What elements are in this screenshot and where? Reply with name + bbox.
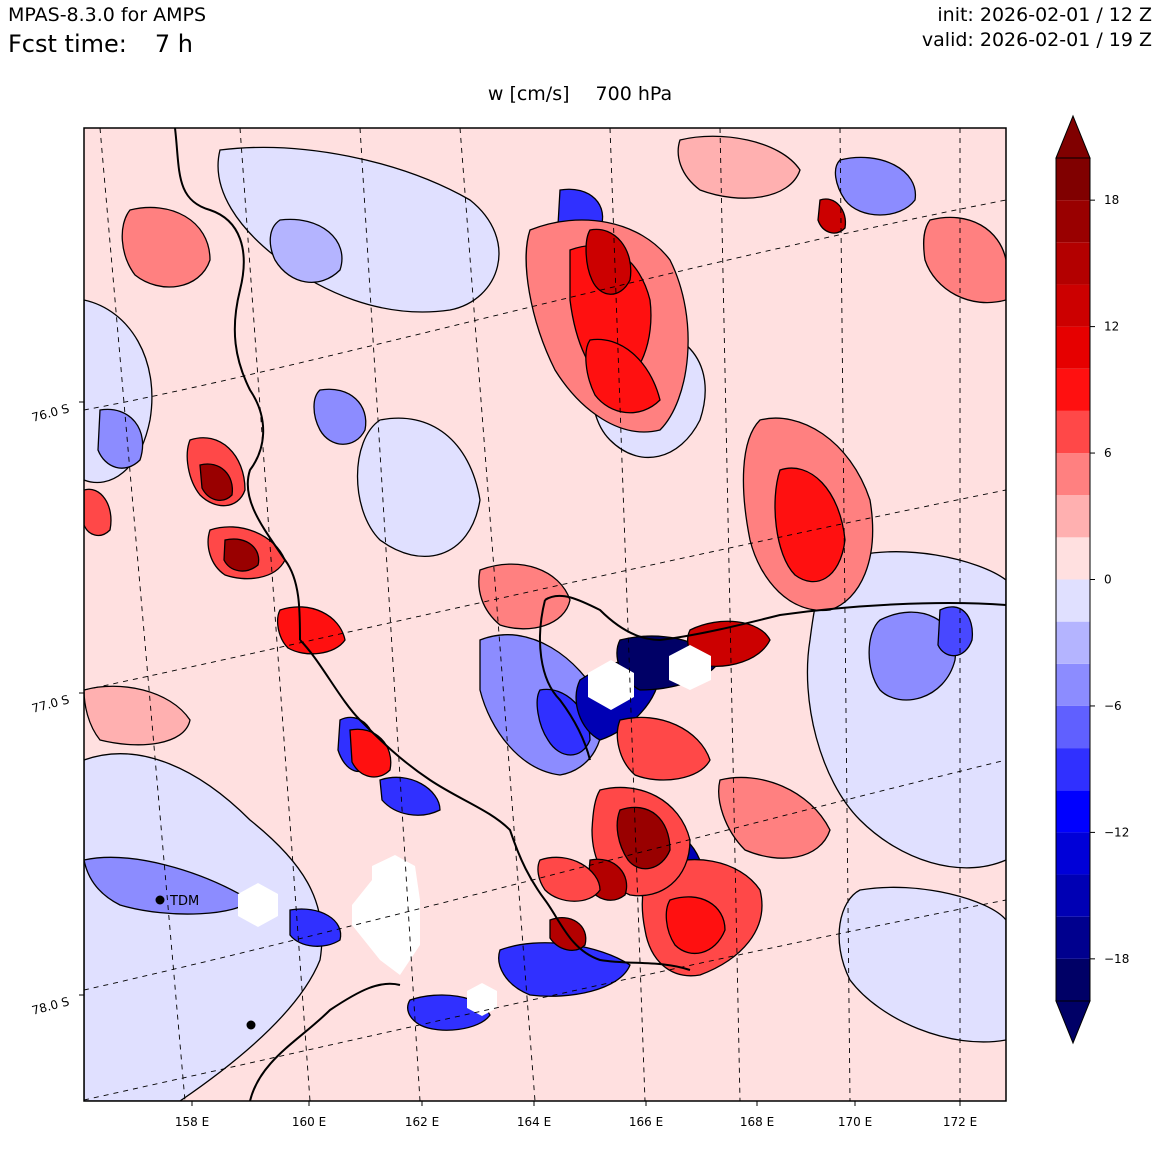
plot-level: 700 hPa bbox=[595, 83, 673, 105]
forecast-time: Fcst time: 7 h bbox=[8, 30, 193, 58]
longitude-labels: 158 E 160 E 162 E 164 E 166 E 168 E 170 … bbox=[175, 1115, 977, 1129]
init-time: init: 2026-02-01 / 12 Z bbox=[937, 4, 1152, 26]
colorbar-bin bbox=[1056, 158, 1090, 201]
plot-variable: w [cm/s] bbox=[487, 83, 570, 105]
lon-label: 166 E bbox=[629, 1115, 663, 1129]
field-region bbox=[817, 198, 847, 234]
valid-time: valid: 2026-02-01 / 19 Z bbox=[921, 29, 1152, 51]
map-frame bbox=[83, 127, 1007, 1102]
colorbar-bin bbox=[1056, 663, 1090, 706]
colorbar-bin bbox=[1056, 790, 1090, 833]
colorbar-bin bbox=[1056, 748, 1090, 791]
lat-label: 76.0 S bbox=[30, 401, 70, 424]
field-region bbox=[616, 716, 711, 781]
field-region bbox=[677, 135, 801, 199]
plot-title: w [cm/s] 700 hPa bbox=[0, 83, 1160, 105]
field-region bbox=[277, 606, 346, 655]
colorbar-extend-min bbox=[1055, 1000, 1091, 1045]
field-region bbox=[223, 538, 260, 572]
missing-data-cell bbox=[588, 660, 634, 710]
forecast-time-label: Fcst time: bbox=[8, 30, 127, 58]
field-region bbox=[217, 146, 500, 313]
colorbar-bin bbox=[1056, 368, 1090, 411]
field-region bbox=[585, 338, 661, 414]
station-marker-tdm bbox=[155, 895, 165, 905]
lon-ticks bbox=[79, 401, 961, 1106]
missing-data-cell bbox=[238, 883, 278, 927]
field-region bbox=[313, 388, 367, 445]
field-region bbox=[665, 896, 726, 954]
lat-label: 78.0 S bbox=[30, 994, 70, 1017]
colorbar-tick-label: −6 bbox=[1104, 699, 1122, 713]
colorbar-tick-label: −12 bbox=[1104, 825, 1129, 839]
field-region bbox=[774, 467, 846, 583]
colorbar: 18 12 6 0 −6 −12 −18 bbox=[1055, 114, 1129, 1045]
lon-label: 160 E bbox=[292, 1115, 326, 1129]
model-name: MPAS-8.3.0 for AMPS bbox=[8, 4, 207, 26]
colorbar-bin bbox=[1056, 242, 1090, 285]
colorbar-bin bbox=[1056, 537, 1090, 580]
field-region bbox=[121, 206, 211, 288]
colorbar-bin bbox=[1056, 495, 1090, 538]
lon-label: 164 E bbox=[517, 1115, 551, 1129]
colorbar-bin bbox=[1056, 874, 1090, 917]
missing-data-cell bbox=[352, 855, 420, 975]
field-region bbox=[834, 156, 916, 216]
colorbar-tick-label: 0 bbox=[1104, 573, 1112, 587]
colorbar-bin bbox=[1056, 832, 1090, 875]
lon-label: 158 E bbox=[175, 1115, 209, 1129]
colorbar-bin bbox=[1056, 579, 1090, 622]
colorbar-bin bbox=[1056, 705, 1090, 749]
lon-label: 168 E bbox=[740, 1115, 774, 1129]
field-region bbox=[84, 753, 323, 1101]
field-region bbox=[269, 218, 343, 283]
colorbar-bin bbox=[1056, 410, 1090, 454]
field-region bbox=[84, 856, 251, 915]
colorbar-tick-label: 12 bbox=[1104, 320, 1119, 334]
field-region bbox=[379, 776, 441, 816]
lon-label: 170 E bbox=[838, 1115, 872, 1129]
forecast-time-value: 7 h bbox=[154, 30, 193, 58]
colorbar-extend-max bbox=[1055, 114, 1091, 159]
colorbar-bin bbox=[1056, 284, 1090, 327]
coastline bbox=[174, 128, 1006, 1101]
field-region bbox=[616, 806, 671, 870]
field-region bbox=[478, 563, 571, 630]
missing-data-cell bbox=[467, 983, 497, 1016]
colorbar-bin bbox=[1056, 621, 1090, 664]
field-region bbox=[356, 417, 481, 557]
colorbar-tick-label: 18 bbox=[1104, 193, 1119, 207]
vertical-velocity-field bbox=[84, 128, 1006, 1101]
colorbar-bin bbox=[1056, 326, 1090, 369]
colorbar-tick-label: 6 bbox=[1104, 446, 1112, 460]
colorbar-tick-label: −18 bbox=[1104, 952, 1129, 966]
colorbar-bin bbox=[1056, 916, 1090, 959]
field-region bbox=[868, 611, 956, 701]
field-region bbox=[937, 606, 974, 657]
field-region bbox=[289, 908, 342, 947]
station-marker bbox=[246, 1020, 256, 1030]
field-region bbox=[838, 886, 1006, 1043]
graticule bbox=[84, 128, 1006, 1101]
lat-label: 77.0 S bbox=[30, 692, 70, 715]
colorbar-bin bbox=[1056, 200, 1090, 243]
field-region bbox=[537, 856, 601, 902]
field-region bbox=[923, 216, 1006, 304]
colorbar-bin bbox=[1056, 958, 1090, 1001]
missing-data-cell bbox=[669, 645, 711, 690]
colorbar-bin bbox=[1056, 453, 1090, 496]
field-region bbox=[97, 408, 144, 469]
field-region bbox=[84, 488, 112, 537]
station-label: TDM bbox=[169, 894, 199, 909]
latitude-labels: 76.0 S 77.0 S 78.0 S bbox=[30, 401, 70, 1017]
lon-label: 172 E bbox=[943, 1115, 977, 1129]
field-region bbox=[84, 685, 191, 746]
field-region bbox=[585, 228, 632, 295]
lon-label: 162 E bbox=[405, 1115, 439, 1129]
field-region bbox=[199, 463, 233, 501]
